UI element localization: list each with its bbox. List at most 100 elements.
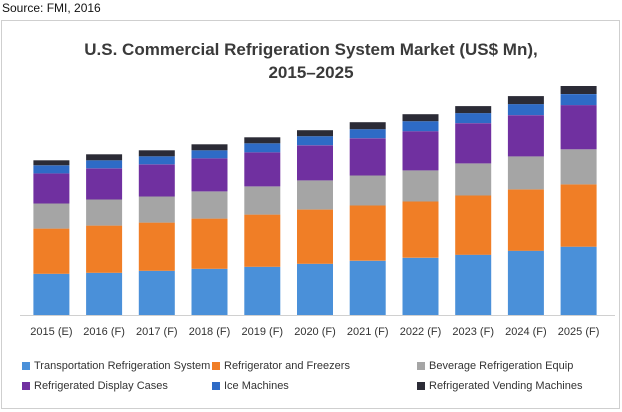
bar-segment-3-8 xyxy=(402,170,439,202)
legend-label: Ice Machines xyxy=(224,380,289,392)
bar-segment-3-2 xyxy=(86,199,123,226)
x-tick-label: 2024 (F) xyxy=(505,326,547,338)
x-tick-label: 2019 (F) xyxy=(242,326,284,338)
legend-label: Refrigerated Vending Machines xyxy=(429,380,583,392)
bar-segment-6-6 xyxy=(297,130,333,137)
bar-segment-2-9 xyxy=(455,195,492,255)
bar-segment-1-1 xyxy=(33,273,70,315)
chart-title-line-2: 2015–2025 xyxy=(268,63,354,82)
bar-segment-4-4 xyxy=(191,158,228,192)
bar-segment-4-10 xyxy=(507,115,544,157)
bar-segment-1-4 xyxy=(191,268,228,315)
bar-segment-1-3 xyxy=(138,270,175,315)
bar-segment-5-7 xyxy=(349,129,386,139)
bar-segment-5-3 xyxy=(138,156,175,165)
legend-label: Refrigerated Display Cases xyxy=(34,380,168,392)
bar-segment-2-1 xyxy=(33,228,70,274)
bar-segment-6-10 xyxy=(507,96,544,105)
bar-segment-2-11 xyxy=(560,184,597,247)
bar-segment-4-3 xyxy=(138,164,175,197)
bar-segment-2-5 xyxy=(244,214,281,267)
bar-segment-1-6 xyxy=(297,263,333,315)
legend-swatch xyxy=(22,362,30,370)
bar-segment-2-2 xyxy=(86,225,123,273)
legend-swatch xyxy=(212,362,220,370)
bar-segment-5-1 xyxy=(33,165,70,174)
bar-segment-3-5 xyxy=(244,186,281,215)
bar-segment-4-5 xyxy=(244,152,281,187)
bar-segment-4-8 xyxy=(402,131,439,171)
bar-segment-3-9 xyxy=(455,163,492,196)
bar-segment-4-6 xyxy=(297,145,333,181)
bar-segment-2-4 xyxy=(191,218,228,269)
legend-item: Refrigerated Vending Machines xyxy=(417,380,582,392)
legend-item: Transportation Refrigeration System xyxy=(22,360,210,372)
legend-label: Transportation Refrigeration System xyxy=(34,360,211,372)
bar-segment-1-11 xyxy=(560,246,597,315)
bar-segment-2-8 xyxy=(402,201,439,258)
bar-segment-5-9 xyxy=(455,113,492,124)
legend-label: Refrigerator and Freezers xyxy=(224,360,350,372)
bar-segment-4-7 xyxy=(349,138,386,176)
bar-segment-1-2 xyxy=(86,272,123,315)
bar-segment-4-2 xyxy=(86,168,123,200)
bar-segment-3-3 xyxy=(138,196,175,223)
x-tick-label: 2021 (F) xyxy=(347,326,389,338)
source-note: Source: FMI, 2016 xyxy=(2,1,101,15)
bar-segment-3-4 xyxy=(191,191,228,219)
bar-segment-1-8 xyxy=(402,257,439,315)
bar-segment-5-6 xyxy=(297,136,333,146)
x-tick-label: 2022 (F) xyxy=(400,326,442,338)
bar-segment-6-3 xyxy=(138,150,175,157)
x-tick-label: 2015 (E) xyxy=(30,326,72,338)
bar-segment-1-5 xyxy=(244,266,281,315)
bar-segment-3-11 xyxy=(560,149,597,185)
bar-segment-1-9 xyxy=(455,254,492,315)
legend-item: Refrigerator and Freezers xyxy=(212,360,350,372)
bar-segment-6-7 xyxy=(349,122,386,130)
bar-segment-5-10 xyxy=(507,104,544,116)
legend-swatch xyxy=(417,382,425,390)
bar-segment-4-1 xyxy=(33,173,70,204)
bar-segment-6-1 xyxy=(33,160,70,166)
bar-segment-5-8 xyxy=(402,121,439,132)
bar-segment-3-6 xyxy=(297,180,333,210)
x-tick-label: 2018 (F) xyxy=(189,326,231,338)
x-tick-label: 2017 (F) xyxy=(136,326,178,338)
bar-segment-5-2 xyxy=(86,160,123,169)
bar-segment-3-10 xyxy=(507,156,544,190)
bar-segment-3-1 xyxy=(33,203,70,229)
bar-segment-6-8 xyxy=(402,114,439,122)
bar-segment-6-4 xyxy=(191,144,228,151)
legend-label: Beverage Refrigeration Equip xyxy=(429,360,574,372)
bar-segment-6-11 xyxy=(560,86,597,94)
bar-segment-3-7 xyxy=(349,175,386,206)
bar-segment-1-10 xyxy=(507,250,544,315)
bar-segment-2-6 xyxy=(297,209,333,264)
bar-segment-2-3 xyxy=(138,222,175,271)
x-tick-label: 2023 (F) xyxy=(452,326,494,338)
bar-segment-5-11 xyxy=(560,94,597,106)
legend-swatch xyxy=(212,382,220,390)
bar-segment-5-5 xyxy=(244,143,281,153)
bar-segment-6-9 xyxy=(455,106,492,114)
bar-segment-2-10 xyxy=(507,189,544,251)
x-tick-label: 2025 (F) xyxy=(558,326,600,338)
bar-segment-1-7 xyxy=(349,260,386,315)
bar-segment-5-4 xyxy=(191,150,228,159)
bar-segment-4-11 xyxy=(560,105,597,150)
bar-segment-6-5 xyxy=(244,137,281,144)
legend-item: Beverage Refrigeration Equip xyxy=(417,360,573,372)
legend-item: Ice Machines xyxy=(212,380,289,392)
chart-legend: Transportation Refrigeration System Refri… xyxy=(22,360,612,404)
bar-segment-6-2 xyxy=(86,154,123,161)
x-tick-label: 2016 (F) xyxy=(83,326,125,338)
legend-item: Refrigerated Display Cases xyxy=(22,380,168,392)
bar-segment-4-9 xyxy=(455,123,492,164)
legend-swatch xyxy=(417,362,425,370)
chart-title-line-1: U.S. Commercial Refrigeration System Mar… xyxy=(84,40,538,59)
bar-segment-2-7 xyxy=(349,205,386,261)
x-tick-label: 2020 (F) xyxy=(294,326,336,338)
legend-swatch xyxy=(22,382,30,390)
